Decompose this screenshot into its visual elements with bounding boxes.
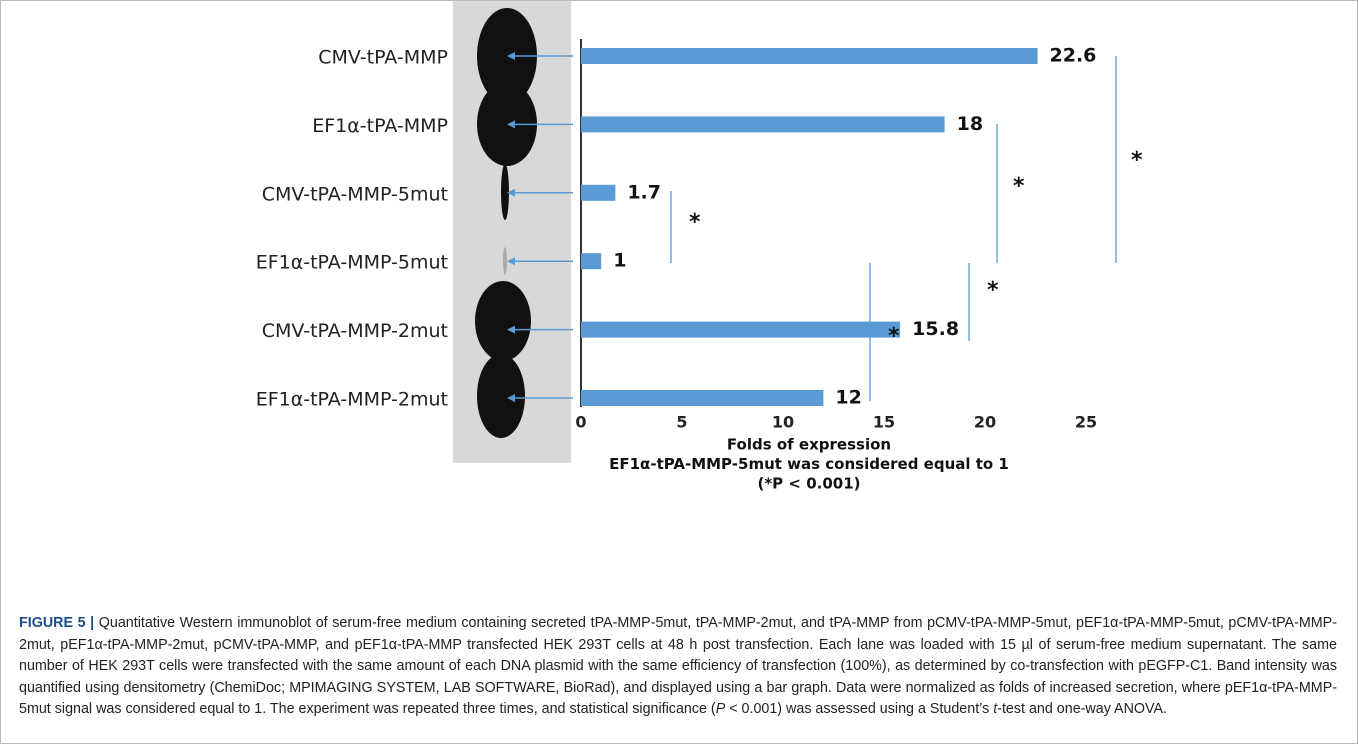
category-label: CMV-tPA-MMP-5mut: [262, 183, 448, 205]
significance-star: *: [689, 210, 701, 235]
caption-label: FIGURE 5 |: [19, 615, 94, 631]
x-axis-label: Folds of expression: [727, 436, 891, 454]
caption: FIGURE 5 | Quantitative Western immunobl…: [19, 613, 1337, 721]
x-tick-label: 20: [974, 413, 996, 432]
significance-star: *: [1131, 148, 1143, 173]
x-tick-label: 15: [873, 413, 895, 432]
x-tick-label: 0: [575, 413, 586, 432]
significance-star: *: [1013, 174, 1025, 199]
caption-text: -test and one-way ANOVA.: [997, 701, 1167, 717]
x-axis-label: (*P < 0.001): [757, 475, 860, 493]
x-tick-label: 25: [1075, 413, 1097, 432]
x-axis-label: EF1α-tPA-MMP-5mut was considered equal t…: [609, 455, 1009, 473]
category-label: EF1α-tPA-MMP: [312, 115, 448, 137]
bar: [581, 185, 615, 201]
category-label: CMV-tPA-MMP-2mut: [262, 320, 448, 342]
category-label: CMV-tPA-MMP: [318, 47, 448, 69]
value-label: 1: [613, 250, 626, 272]
value-label: 18: [957, 113, 983, 135]
bar: [581, 390, 823, 406]
x-tick-label: 10: [772, 413, 794, 432]
value-label: 15.8: [912, 318, 959, 340]
bar: [581, 253, 601, 269]
caption-text: < 0.001) was assessed using a Student’s: [725, 701, 993, 717]
value-label: 1.7: [627, 181, 661, 203]
bar: [581, 48, 1038, 64]
value-label: 22.6: [1050, 45, 1097, 67]
value-label: 12: [835, 387, 861, 409]
category-label: EF1α-tPA-MMP-5mut: [256, 252, 448, 274]
category-label: EF1α-tPA-MMP-2mut: [256, 389, 448, 411]
figure: 0510152025Folds of expressionEF1α-tPA-MM…: [0, 0, 1358, 744]
significance-star: *: [888, 324, 900, 349]
caption-text: P: [716, 701, 726, 717]
significance-star: *: [987, 278, 999, 303]
bar: [581, 116, 945, 132]
x-tick-label: 5: [676, 413, 687, 432]
bar: [581, 322, 900, 338]
